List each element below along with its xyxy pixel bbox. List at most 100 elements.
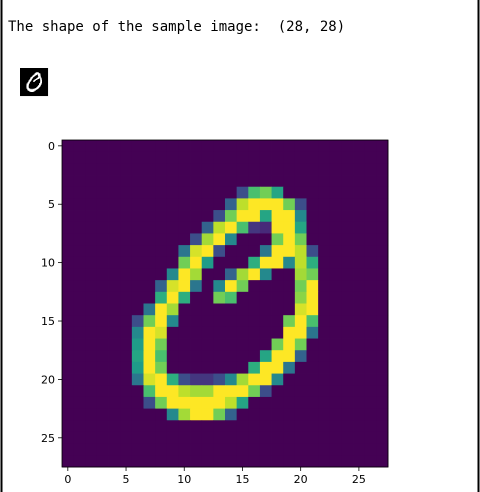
- heatmap-cell: [353, 385, 365, 397]
- heatmap-cell: [144, 339, 156, 351]
- heatmap-cell: [295, 222, 307, 234]
- thumbnail-pixel: [34, 94, 35, 95]
- heatmap-cell: [237, 187, 249, 199]
- heatmap-cell: [62, 152, 74, 164]
- heatmap-cell: [237, 385, 249, 397]
- heatmap-cell: [74, 245, 86, 257]
- heatmap-cell: [248, 152, 260, 164]
- thumbnail-pixel: [27, 83, 28, 84]
- thumbnail-pixel: [46, 69, 47, 70]
- thumbnail-pixel: [44, 72, 45, 73]
- thumbnail-pixel: [45, 94, 46, 95]
- heatmap-cell: [272, 140, 284, 152]
- thumbnail-pixel: [22, 79, 23, 80]
- thumbnail-pixel: [26, 95, 27, 96]
- heatmap-cell: [248, 397, 260, 409]
- heatmap-cell: [178, 409, 190, 421]
- thumbnail-pixel: [39, 69, 40, 70]
- heatmap-cell: [97, 374, 109, 386]
- thumbnail-pixel: [28, 69, 29, 70]
- heatmap-cell: [283, 152, 295, 164]
- thumbnail-pixel: [28, 85, 29, 86]
- heatmap-cell: [330, 140, 342, 152]
- thumbnail-pixel: [22, 85, 23, 86]
- heatmap-cell: [120, 280, 132, 292]
- heatmap-cell: [213, 175, 225, 187]
- thumbnail-pixel: [21, 89, 22, 90]
- heatmap-cell: [283, 280, 295, 292]
- thumbnail-pixel: [31, 92, 32, 93]
- thumbnail-pixel: [44, 78, 45, 79]
- thumbnail-pixel: [27, 76, 28, 77]
- heatmap-cell: [144, 163, 156, 175]
- heatmap-cell: [272, 350, 284, 362]
- heatmap-cell: [178, 455, 190, 467]
- heatmap-cell: [237, 397, 249, 409]
- thumbnail-pixel: [39, 90, 40, 91]
- heatmap-cell: [190, 420, 202, 432]
- thumbnail-pixel: [27, 94, 28, 95]
- heatmap-cell: [260, 374, 272, 386]
- thumbnail-pixel: [28, 72, 29, 73]
- thumbnail-pixel: [33, 91, 34, 92]
- heatmap-cell: [353, 304, 365, 316]
- heatmap-cell: [178, 315, 190, 327]
- heatmap-cell: [97, 257, 109, 269]
- heatmap-cell: [376, 409, 388, 421]
- heatmap-cell: [295, 268, 307, 280]
- heatmap-cell: [178, 420, 190, 432]
- heatmap-cell: [202, 374, 214, 386]
- output-text: The shape of the sample image: (28, 28): [8, 19, 345, 35]
- heatmap-cell: [295, 304, 307, 316]
- heatmap-cell: [109, 339, 121, 351]
- thumbnail-pixel: [22, 90, 23, 91]
- heatmap-cell: [295, 163, 307, 175]
- heatmap-cell: [330, 420, 342, 432]
- heatmap-cell: [353, 409, 365, 421]
- heatmap-cell: [376, 233, 388, 245]
- heatmap-cell: [144, 210, 156, 222]
- heatmap-cell: [330, 455, 342, 467]
- heatmap-cell: [167, 409, 179, 421]
- heatmap-cell: [109, 304, 121, 316]
- heatmap-cell: [132, 245, 144, 257]
- heatmap-cell: [248, 140, 260, 152]
- thumbnail-pixel: [31, 93, 32, 94]
- heatmap-cell: [260, 210, 272, 222]
- heatmap-cell: [365, 140, 377, 152]
- thumbnail-pixel: [24, 80, 25, 81]
- thumbnail-pixel: [32, 80, 33, 81]
- thumbnail-pixel: [43, 77, 44, 78]
- thumbnail-pixel: [42, 74, 43, 75]
- thumbnail-pixel: [27, 85, 28, 86]
- thumbnail-pixel: [22, 71, 23, 72]
- thumbnail-pixel: [21, 85, 22, 86]
- heatmap-cell: [155, 187, 167, 199]
- heatmap-cell: [213, 140, 225, 152]
- thumbnail-pixel: [35, 93, 36, 94]
- thumbnail-pixel: [38, 68, 39, 69]
- heatmap-cell: [225, 444, 237, 456]
- heatmap-cell: [237, 175, 249, 187]
- thumbnail-pixel: [46, 86, 47, 87]
- heatmap-cell: [144, 385, 156, 397]
- thumbnail-pixel: [29, 83, 30, 84]
- heatmap-cell: [190, 280, 202, 292]
- thumbnail-pixel: [28, 89, 29, 90]
- thumbnail-pixel: [39, 83, 40, 84]
- heatmap-cell: [353, 152, 365, 164]
- thumbnail-pixel: [42, 68, 43, 69]
- thumbnail-pixel: [34, 89, 35, 90]
- heatmap-cell: [341, 163, 353, 175]
- thumbnail-pixel: [33, 84, 34, 85]
- heatmap-cell: [248, 327, 260, 339]
- heatmap-cell: [341, 198, 353, 210]
- heatmap-cell: [120, 362, 132, 374]
- heatmap-cell: [97, 163, 109, 175]
- heatmap-cell: [167, 385, 179, 397]
- heatmap-cell: [307, 409, 319, 421]
- heatmap-cell: [260, 187, 272, 199]
- thumbnail-pixel: [33, 83, 34, 84]
- heatmap-cell: [318, 210, 330, 222]
- thumbnail-pixel: [36, 78, 37, 79]
